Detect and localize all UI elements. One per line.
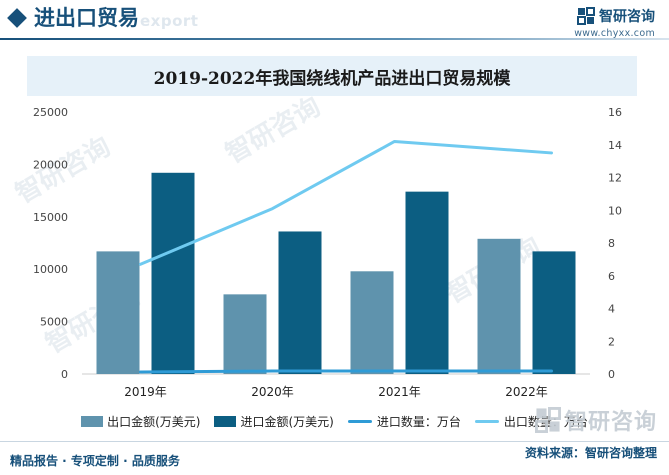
bar-import-amount — [405, 191, 449, 374]
watermark-name: 智研咨询 — [564, 410, 657, 435]
x-tick-label: 2022年 — [505, 385, 548, 399]
legend-item: 进口数量：万台 — [347, 413, 461, 430]
x-axis-labels: 2019年 2020年 2021年 2022年 — [124, 385, 548, 399]
y-right-tick-label: 16 — [608, 106, 622, 119]
y-left-tick-label: 5000 — [40, 316, 68, 329]
bar-export-amount — [350, 271, 394, 374]
section-title: 进出口贸易 — [34, 6, 139, 30]
line-export-quantity — [139, 139, 553, 266]
bar-export-amount — [223, 294, 267, 374]
chart-legend: 出口金额(万美元) 进口金额(万美元) 进口数量：万台 出口数量：万台 — [0, 412, 669, 430]
legend-item: 进口金额(万美元) — [214, 413, 334, 430]
y-right-tick-label: 10 — [608, 204, 622, 217]
legend-label: 出口金额(万美元) — [107, 414, 201, 429]
bottom-watermark: 智研咨询 — [534, 404, 657, 436]
y-left-tick-label: 20000 — [33, 158, 68, 171]
y-right-tick-label: 4 — [608, 303, 615, 316]
legend-label: 进口数量：万台 — [376, 414, 461, 429]
x-tick-label: 2021年 — [378, 385, 421, 399]
section-subtitle-watermark: export — [140, 12, 199, 30]
chart-title: 2019-2022年我国绕线机产品进出口贸易规模 — [153, 68, 511, 89]
y-right-tick-label: 14 — [608, 139, 622, 152]
diamond-icon — [7, 8, 27, 28]
y-right-tick-label: 2 — [608, 335, 615, 348]
y-left-tick-label: 0 — [61, 368, 68, 381]
legend-swatch — [81, 415, 104, 427]
y-right-tick-label: 12 — [608, 172, 622, 185]
bar-import-amount — [278, 231, 322, 374]
bar-group — [96, 172, 576, 374]
y-right-tick-label: 6 — [608, 270, 615, 283]
line-import-quantity — [139, 369, 553, 374]
footer-slogan: 精品报告 · 专项定制 · 品质服务 — [10, 454, 180, 468]
y-axis-right: 0 2 4 6 8 10 12 14 16 — [608, 106, 622, 381]
footer-source: 资料来源：智研咨询整理 — [524, 446, 657, 460]
brand-url: www.chyxx.com — [574, 28, 655, 39]
y-left-tick-label: 15000 — [33, 211, 68, 224]
y-left-tick-label: 25000 — [33, 106, 68, 119]
y-right-tick-label: 8 — [608, 237, 615, 250]
y-right-tick-label: 0 — [608, 368, 615, 381]
footer-divider — [0, 441, 669, 442]
section-header: 进出口贸易 export — [0, 0, 669, 40]
x-tick-label: 2020年 — [251, 385, 294, 399]
footer: 精品报告 · 专项定制 · 品质服务 资料来源：智研咨询整理 — [0, 444, 669, 475]
bar-import-amount — [151, 172, 195, 374]
brand-logo-icon — [577, 7, 595, 25]
bar-import-amount — [532, 251, 576, 374]
header-underline — [0, 38, 669, 40]
legend-label: 进口金额(万美元) — [240, 414, 334, 429]
y-left-tick-label: 10000 — [33, 263, 68, 276]
x-tick-label: 2019年 — [124, 385, 167, 399]
legend-swatch — [474, 419, 499, 423]
brand-logo: 智研咨询 www.chyxx.com — [574, 6, 655, 39]
y-axis-left: 0 5000 10000 15000 20000 25000 — [33, 106, 68, 381]
legend-item: 出口金额(万美元) — [81, 413, 200, 430]
line-group — [139, 139, 553, 374]
bar-export-amount — [96, 251, 140, 374]
legend-swatch — [214, 415, 237, 427]
watermark-logo-icon — [534, 407, 561, 433]
chart-title-bar: 2019-2022年我国绕线机产品进出口贸易规模 — [27, 56, 637, 96]
brand-name: 智研咨询 — [599, 9, 655, 25]
legend-swatch — [347, 419, 372, 423]
bar-export-amount — [477, 238, 521, 374]
